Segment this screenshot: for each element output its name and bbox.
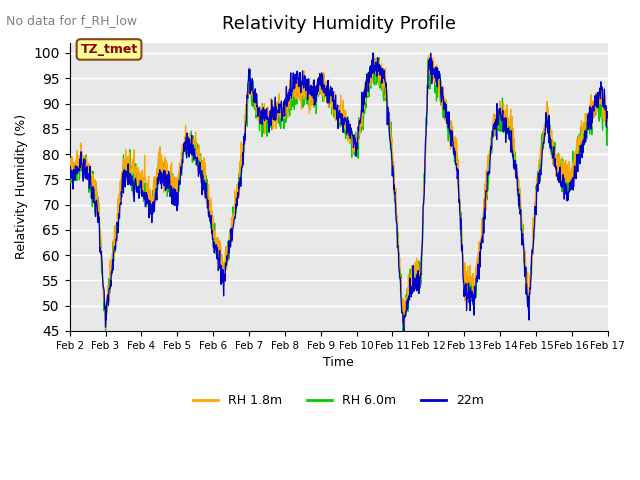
X-axis label: Time: Time [323,356,354,369]
Title: Relativity Humidity Profile: Relativity Humidity Profile [221,15,456,33]
Text: TZ_tmet: TZ_tmet [81,43,138,56]
Text: No data for f_RH_low: No data for f_RH_low [6,14,138,27]
Legend: RH 1.8m, RH 6.0m, 22m: RH 1.8m, RH 6.0m, 22m [188,389,489,412]
Y-axis label: Relativity Humidity (%): Relativity Humidity (%) [15,114,28,259]
